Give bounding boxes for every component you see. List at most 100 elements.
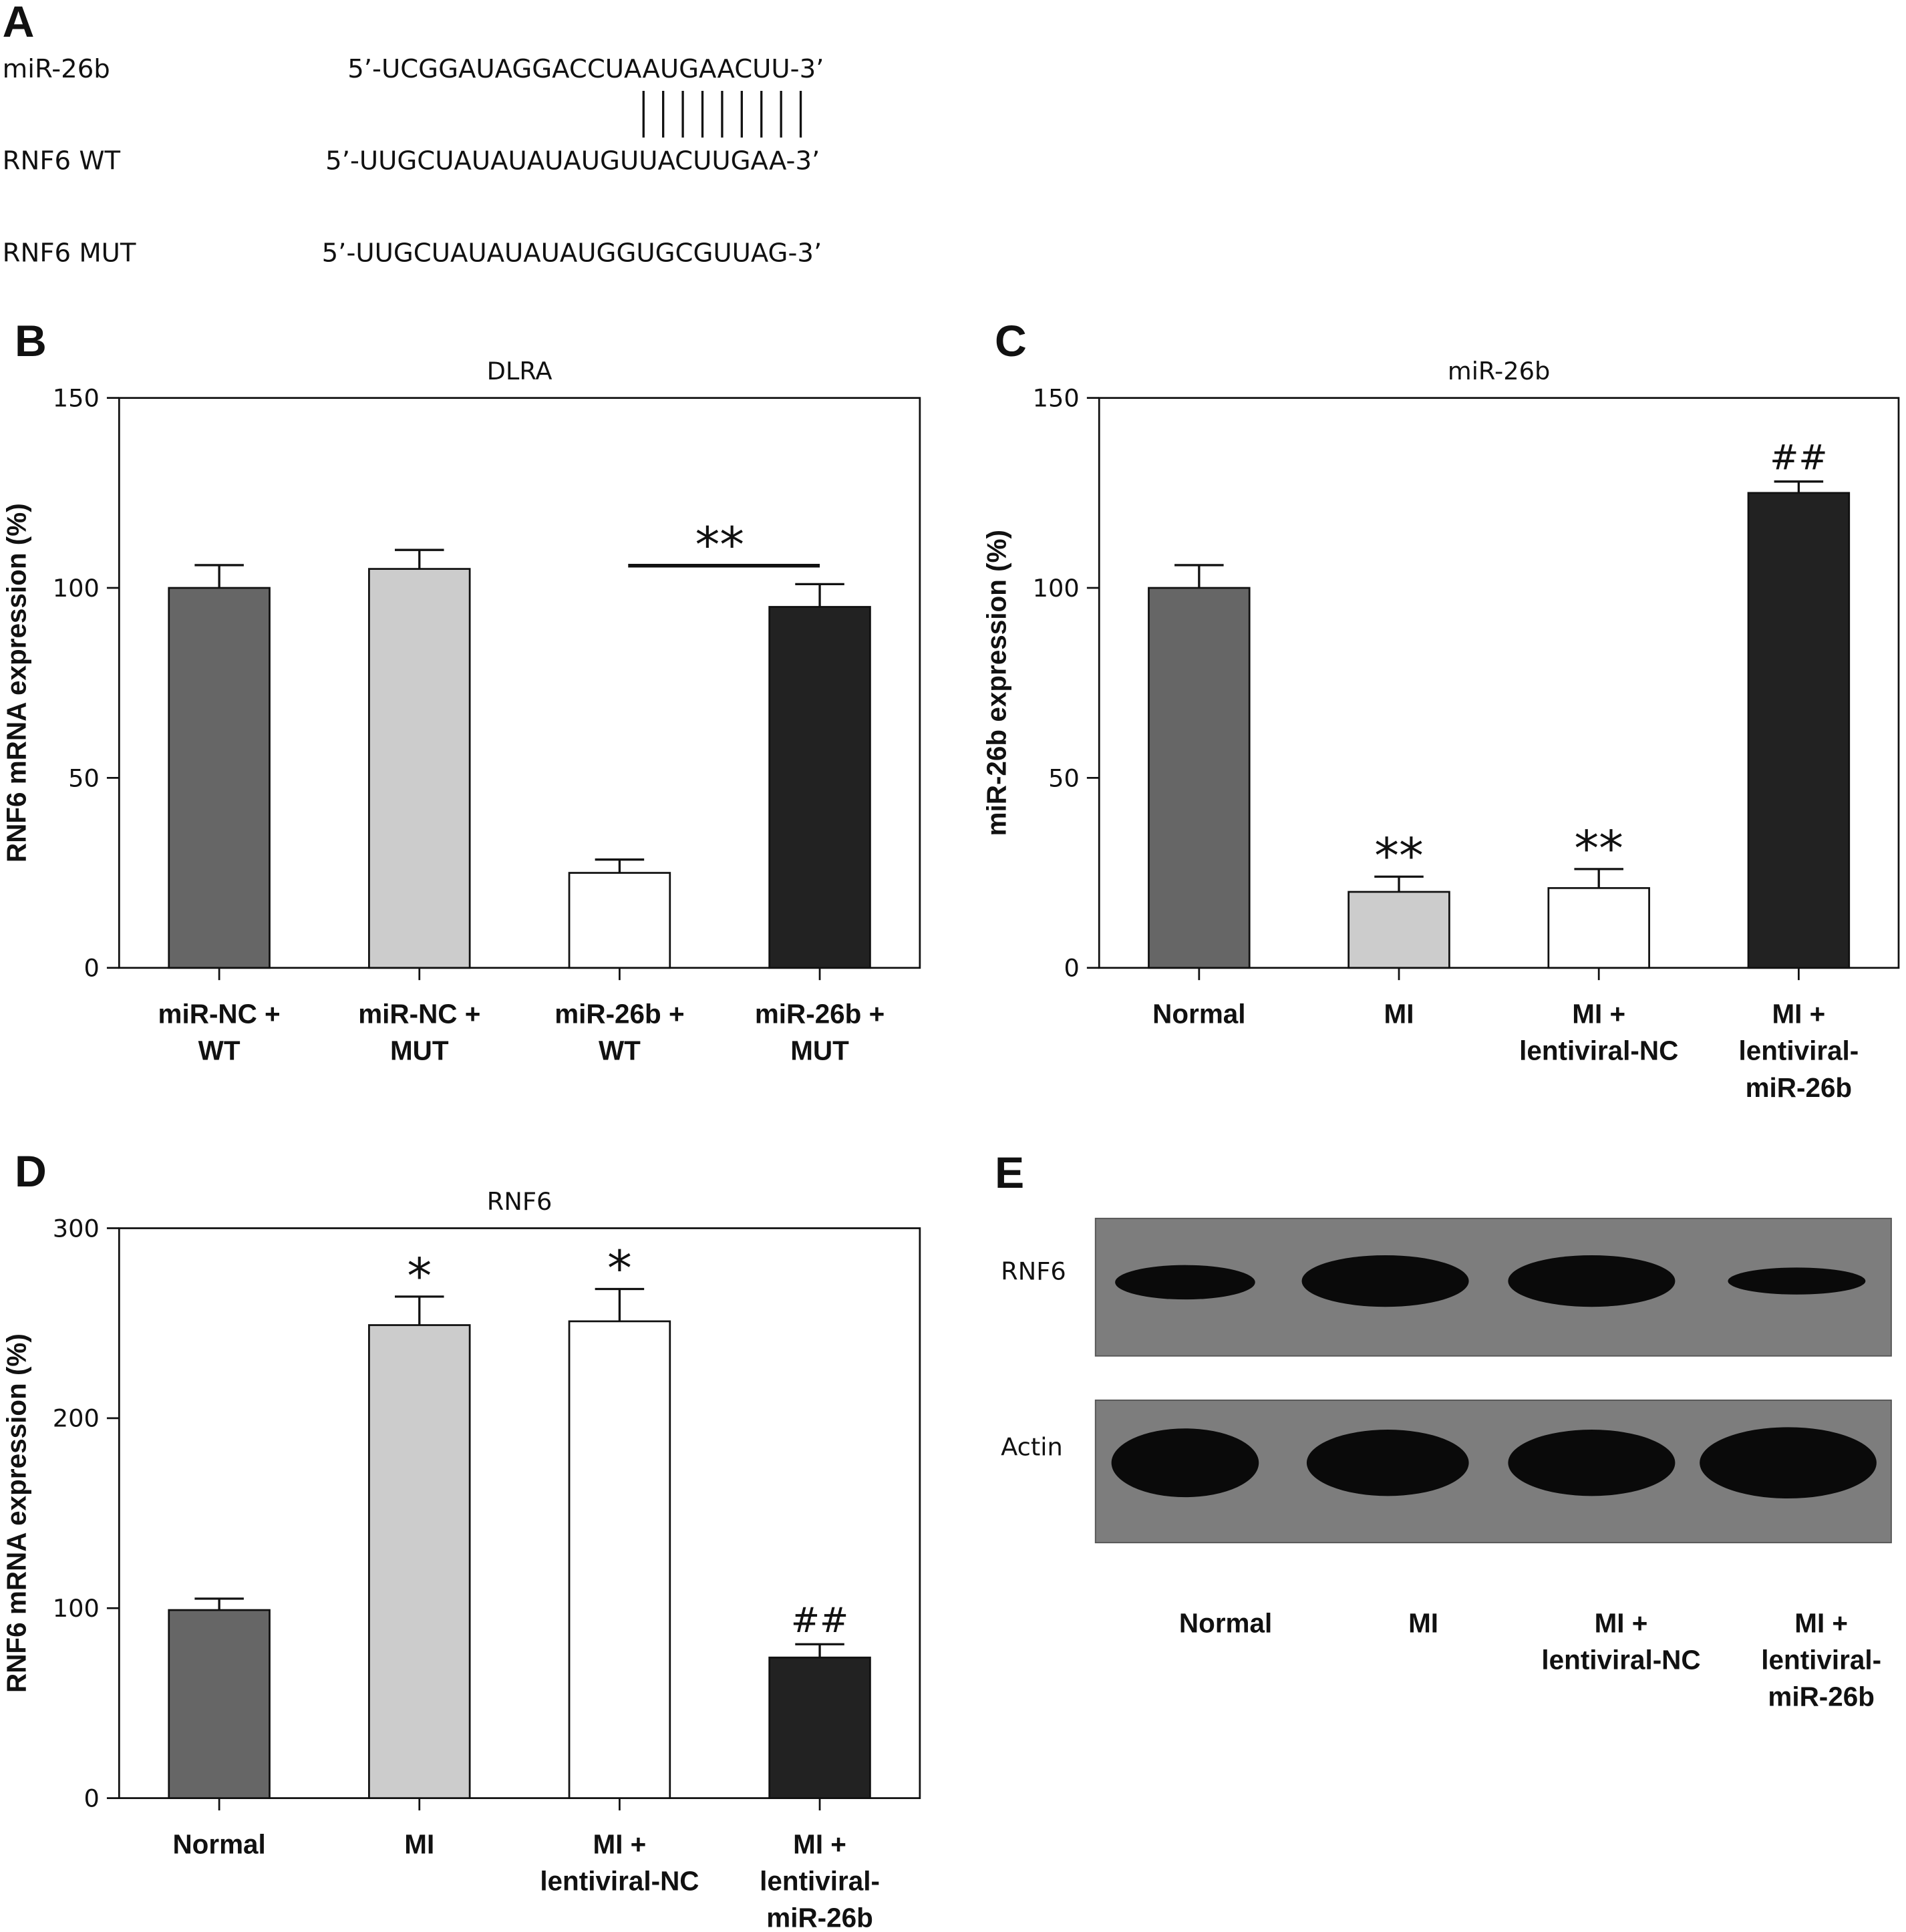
lane-label: lentiviral-	[1761, 1645, 1881, 1675]
x-tick-label: miR-26b +	[755, 998, 885, 1029]
y-tick-label: 50	[1048, 764, 1080, 792]
bar	[1747, 492, 1851, 969]
error-bar	[194, 1597, 244, 1611]
bar	[368, 1324, 471, 1799]
x-tick-label: MI +	[793, 1828, 846, 1859]
bar	[168, 1609, 271, 1799]
sequence: 5’-UUGCUAUAUAUAUGGUGCGUUAG-3’	[322, 238, 822, 269]
lane-label: MI	[1408, 1607, 1438, 1638]
bar	[368, 568, 471, 969]
error-bar	[595, 858, 645, 873]
x-tick-label: MUT	[390, 1035, 449, 1066]
error-bar	[795, 1643, 844, 1658]
error-bar	[595, 1287, 645, 1321]
significance: ##	[1770, 438, 1827, 478]
y-tick-label: 100	[1033, 574, 1080, 603]
x-tick-label: lentiviral-NC	[1519, 1035, 1678, 1066]
y-tick-label: 0	[1064, 954, 1079, 983]
bar	[768, 606, 871, 969]
y-axis-label: miR-26b expression (%)	[981, 530, 1012, 836]
y-axis-label: RNF6 mRNA expression (%)	[1, 1333, 32, 1693]
panel-letter: C	[995, 317, 1027, 366]
x-tick-label: Normal	[172, 1828, 265, 1859]
blot-label: Actin	[1001, 1433, 1063, 1462]
y-tick-label: 50	[68, 764, 100, 792]
sequence-name: RNF6 MUT	[3, 238, 136, 269]
x-tick-label: WT	[198, 1035, 241, 1066]
error-bar	[1774, 480, 1824, 493]
bands	[1111, 1427, 1877, 1499]
x-tick-label: lentiviral-	[1738, 1035, 1859, 1066]
significance: *	[407, 1248, 432, 1305]
y-tick-label: 150	[53, 384, 100, 413]
chart-title: miR-26b	[1448, 357, 1550, 385]
lane-label: MI +	[1794, 1607, 1848, 1638]
x-tick-label: miR-NC +	[158, 998, 281, 1029]
y-tick-label: 100	[53, 574, 100, 603]
bar	[568, 872, 671, 969]
significance: **	[1374, 828, 1424, 885]
y-axis-label: RNF6 mRNA expression (%)	[1, 503, 32, 862]
significance: *	[607, 1241, 632, 1297]
x-tick-label: MI +	[1772, 998, 1825, 1029]
significance: **	[1574, 820, 1623, 877]
error-bar	[795, 583, 844, 607]
x-tick-label: WT	[599, 1035, 641, 1066]
x-tick-label: miR-NC +	[358, 998, 480, 1029]
bar	[168, 587, 271, 969]
lane-label: MI +	[1595, 1607, 1648, 1638]
x-tick-label: MI	[1384, 998, 1414, 1029]
western-blot	[1094, 1217, 1892, 1544]
error-bar	[194, 564, 244, 589]
panel-letter: B	[15, 317, 47, 366]
sequence: 5’-UCGGAUAGGACCUAAUGAACUU-3’	[347, 54, 824, 84]
chart-title: DLRA	[487, 357, 552, 385]
bar	[768, 1656, 871, 1799]
x-tick-label: MI	[404, 1828, 434, 1859]
blot-label: RNF6	[1001, 1257, 1066, 1286]
lane-label: miR-26b	[1768, 1681, 1875, 1712]
sequence-name: RNF6 WT	[3, 146, 121, 176]
bar	[1347, 891, 1450, 969]
panel-letter: D	[15, 1147, 47, 1196]
x-tick-label: lentiviral-	[760, 1865, 880, 1896]
x-tick-label: MI +	[593, 1828, 647, 1859]
significance: **	[695, 517, 744, 574]
x-tick-label: miR-26b	[1746, 1072, 1853, 1103]
x-tick-label: MUT	[790, 1035, 849, 1066]
y-tick-label: 200	[53, 1404, 100, 1433]
y-tick-label: 300	[53, 1214, 100, 1243]
lane-label: Normal	[1179, 1607, 1272, 1638]
base-pairing	[642, 91, 802, 138]
error-bar	[395, 1295, 444, 1325]
x-tick-label: lentiviral-NC	[540, 1865, 699, 1896]
plot-frame	[1098, 397, 1900, 969]
y-tick-label: 0	[84, 1784, 100, 1812]
x-tick-label: Normal	[1152, 998, 1245, 1029]
panel-letter: E	[995, 1148, 1024, 1198]
plot-frame	[118, 1227, 921, 1799]
x-tick-label: miR-26b	[766, 1903, 873, 1932]
y-tick-label: 0	[84, 954, 100, 983]
bar	[568, 1320, 671, 1799]
lane-label: lentiviral-NC	[1541, 1645, 1700, 1675]
panel-letter: A	[3, 0, 35, 47]
bands	[1115, 1255, 1866, 1307]
y-tick-label: 150	[1033, 384, 1080, 413]
chart-title: RNF6	[487, 1187, 552, 1216]
x-tick-label: MI +	[1572, 998, 1625, 1029]
error-bar	[1374, 875, 1424, 893]
bar	[1547, 887, 1650, 969]
y-tick-label: 100	[53, 1594, 100, 1623]
error-bar	[1174, 564, 1224, 589]
sequence-name: miR-26b	[3, 54, 110, 84]
sequence: 5’-UUGCUAUAUAUAUGUUACUUGAA-3’	[325, 146, 820, 176]
plot-frame	[118, 397, 921, 969]
significance: ##	[791, 1601, 848, 1641]
x-tick-label: miR-26b +	[554, 998, 684, 1029]
error-bar	[395, 548, 444, 569]
error-bar	[1574, 868, 1623, 889]
bar	[1148, 587, 1251, 969]
